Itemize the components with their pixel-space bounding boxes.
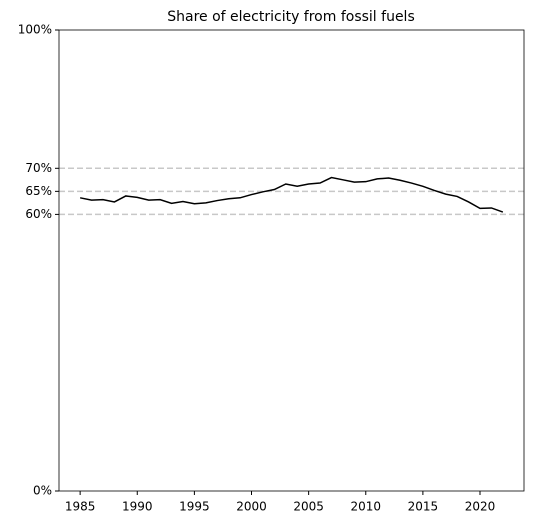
x-tick-label: 1990 <box>122 500 153 514</box>
plot-frame <box>58 29 525 492</box>
x-tick-label: 2005 <box>293 500 324 514</box>
y-tick-label: 0% <box>33 484 52 498</box>
y-tick-label: 65% <box>25 184 52 198</box>
x-tick-label: 1995 <box>179 500 210 514</box>
x-tick-label: 2010 <box>350 500 381 514</box>
chart-title: Share of electricity from fossil fuels <box>167 9 415 25</box>
line <box>79 176 504 213</box>
y-tick-label: 70% <box>25 161 52 175</box>
x-tick-label: 1985 <box>65 500 96 514</box>
y-tick-label: 100% <box>18 23 52 37</box>
x-tick-label: 2020 <box>465 500 496 514</box>
x-tick-label: 2000 <box>236 500 267 514</box>
y-tick-label: 60% <box>25 207 52 221</box>
x-tick-label: 2015 <box>408 500 439 514</box>
